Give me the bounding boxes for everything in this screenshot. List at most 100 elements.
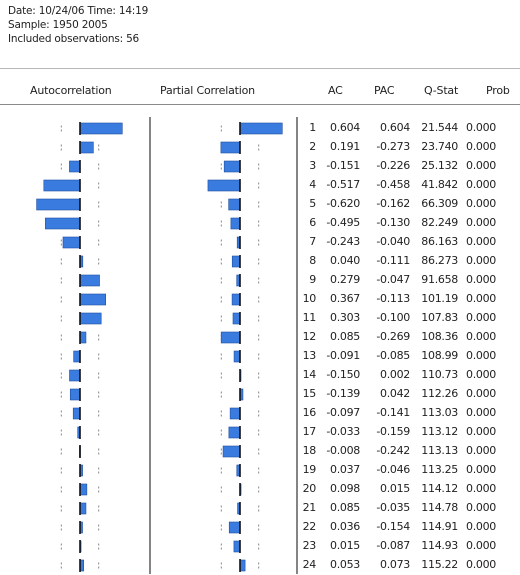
observations-line: Included observations: 56	[8, 33, 140, 45]
pac-cell: -0.100	[376, 311, 410, 324]
date-time-line: Date: 10/24/06 Time: 14:19	[8, 5, 149, 17]
ac-cell: 0.040	[330, 254, 360, 267]
table-row: 3 -0.151 -0.226 25.132 0.000	[294, 157, 520, 176]
table-row: 22 0.036 -0.154 114.91 0.000	[294, 518, 520, 537]
pac-cell: -0.113	[376, 292, 410, 305]
ac-bar	[79, 122, 123, 135]
ac-bar	[79, 502, 87, 515]
ac-bar	[43, 179, 81, 192]
table-row: 17 -0.033 -0.159 113.12 0.000	[294, 423, 520, 442]
pac-bar	[228, 521, 241, 534]
ac-cell: 0.604	[330, 121, 360, 134]
prob-cell: 0.000	[466, 121, 496, 134]
prob-cell: 0.000	[466, 273, 496, 286]
pac-cell: -0.040	[376, 235, 410, 248]
qstat-cell: 101.19	[421, 292, 458, 305]
qstat-cell: 108.36	[421, 330, 458, 343]
qstat-cell: 25.132	[421, 159, 458, 172]
ac-cell: -0.139	[326, 387, 360, 400]
lag-cell: 6	[309, 216, 316, 229]
lag-cell: 14	[302, 368, 317, 381]
pac-bar	[230, 217, 241, 230]
qstat-cell: 82.249	[421, 216, 458, 229]
partial-correlation-column-header: Partial Correlation	[160, 84, 255, 97]
qstat-cell: 113.13	[421, 444, 458, 457]
qstat-cell: 114.78	[421, 501, 458, 514]
prob-cell: 0.000	[466, 216, 496, 229]
ac-cell: 0.036	[330, 520, 360, 533]
pac-cell: -0.035	[376, 501, 410, 514]
pac-bar	[223, 160, 241, 173]
lag-cell: 5	[309, 197, 316, 210]
table-row: 10 0.367 -0.113 101.19 0.000	[294, 290, 520, 309]
qstat-cell: 86.273	[421, 254, 458, 267]
pac-bar	[239, 122, 283, 135]
qstat-cell: 113.03	[421, 406, 458, 419]
lag-cell: 1	[309, 121, 316, 134]
pac-bar	[231, 255, 241, 268]
qstat-cell: 113.12	[421, 425, 458, 438]
pac-cell: -0.273	[376, 140, 410, 153]
prob-cell: 0.000	[466, 463, 496, 476]
table-row: 20 0.098 0.015 114.12 0.000	[294, 480, 520, 499]
ac-cell: 0.037	[330, 463, 360, 476]
ac-cell: -0.033	[326, 425, 360, 438]
prob-cell: 0.000	[466, 254, 496, 267]
table-row: 11 0.303 -0.100 107.83 0.000	[294, 309, 520, 328]
lag-cell: 3	[309, 159, 316, 172]
ac-cell: 0.279	[330, 273, 360, 286]
table-row: 23 0.015 -0.087 114.93 0.000	[294, 537, 520, 556]
prob-cell: 0.000	[466, 197, 496, 210]
lag-cell: 9	[309, 273, 316, 286]
pac-bar	[231, 293, 241, 306]
ac-cell: -0.517	[326, 178, 360, 191]
table-row: 14 -0.150 0.002 110.73 0.000	[294, 366, 520, 385]
prob-cell: 0.000	[466, 311, 496, 324]
pac-cell: 0.042	[380, 387, 410, 400]
ac-cell: -0.097	[326, 406, 360, 419]
pac-bar	[207, 179, 241, 192]
qstat-cell: 66.309	[421, 197, 458, 210]
prob-cell: 0.000	[466, 330, 496, 343]
ac-bar	[72, 407, 81, 420]
pac-cell: -0.159	[376, 425, 410, 438]
ac-cell: -0.620	[326, 197, 360, 210]
column-header-divider	[0, 104, 520, 105]
table-row: 24 0.053 0.073 115.22 0.000	[294, 556, 520, 575]
lag-cell: 19	[302, 463, 317, 476]
prob-cell: 0.000	[466, 235, 496, 248]
lag-cell: 21	[302, 501, 317, 514]
ac-bar	[79, 293, 106, 306]
pac-cell: -0.141	[376, 406, 410, 419]
pac-cell: 0.073	[380, 558, 410, 571]
pac-cell: -0.269	[376, 330, 410, 343]
prob-cell: 0.000	[466, 520, 496, 533]
ac-cell: -0.091	[326, 349, 360, 362]
ac-bar	[73, 350, 81, 363]
ac-cell: -0.495	[326, 216, 360, 229]
ac-cell: 0.053	[330, 558, 360, 571]
header-divider	[0, 68, 520, 69]
ac-bar	[79, 331, 87, 344]
ac-cell: 0.303	[330, 311, 360, 324]
ac-cell: -0.150	[326, 368, 360, 381]
lag-cell: 24	[302, 558, 317, 571]
ac-cell: 0.098	[330, 482, 360, 495]
pac-cell: -0.111	[376, 254, 410, 267]
ac-bar	[45, 217, 81, 230]
lag-cell: 4	[309, 178, 316, 191]
lag-cell: 10	[302, 292, 317, 305]
prob-cell: 0.000	[466, 292, 496, 305]
table-row: 9 0.279 -0.047 91.658 0.000	[294, 271, 520, 290]
qstat-cell: 114.91	[421, 520, 458, 533]
qstat-cell: 91.658	[421, 273, 458, 286]
qstat-cell: 23.740	[421, 140, 458, 153]
prob-cell: 0.000	[466, 425, 496, 438]
lag-cell: 20	[302, 482, 317, 495]
prob-cell: 0.000	[466, 159, 496, 172]
prob-cell: 0.000	[466, 178, 496, 191]
pac-bar	[228, 426, 241, 439]
pac-cell: -0.087	[376, 539, 410, 552]
prob-cell: 0.000	[466, 349, 496, 362]
ac-bar	[69, 369, 81, 382]
